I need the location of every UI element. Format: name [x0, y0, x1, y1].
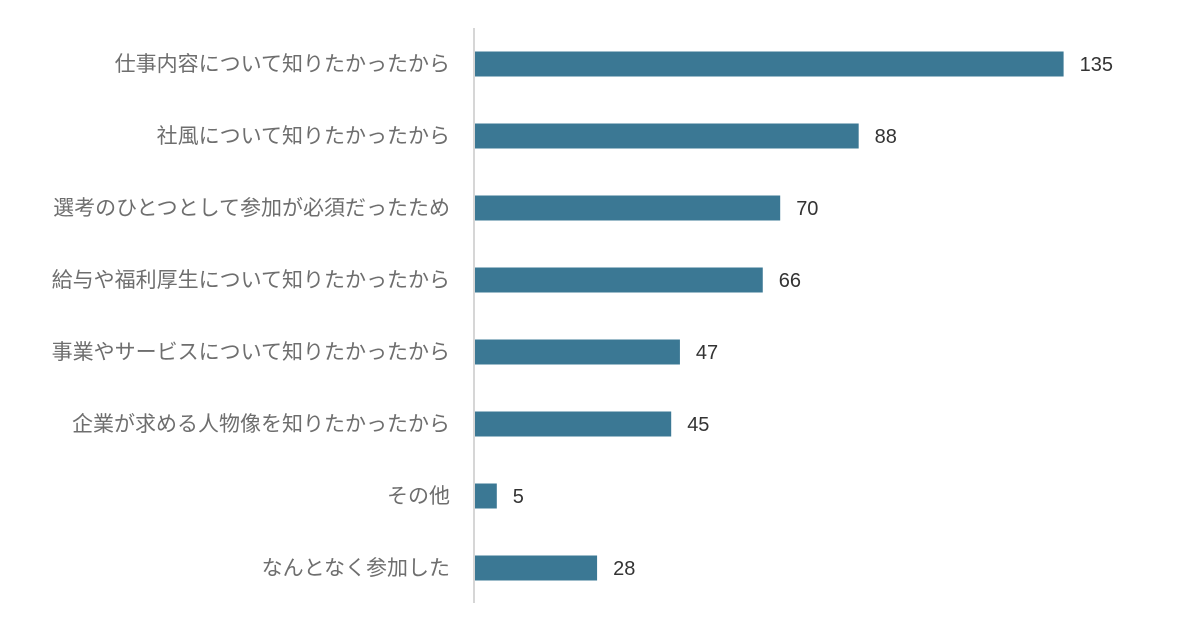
bar-0	[475, 51, 1064, 77]
category-label-5: 企業が求める人物像を知りたかったから	[72, 412, 450, 436]
category-label-2: 選考のひとつとして参加が必須だったため	[53, 196, 450, 220]
value-label-6: 5	[513, 486, 524, 508]
bar-5	[475, 411, 672, 437]
category-label-6: その他	[387, 484, 450, 508]
value-label-5: 45	[687, 414, 709, 436]
value-label-2: 70	[796, 198, 818, 220]
bar-6	[475, 483, 497, 509]
value-label-7: 28	[613, 558, 635, 580]
category-label-7: なんとなく参加した	[262, 556, 450, 580]
category-label-1: 社風について知りたかったから	[157, 124, 450, 148]
bar-4	[475, 339, 680, 365]
bar-1	[475, 123, 859, 149]
value-label-0: 135	[1080, 54, 1113, 76]
value-labels-group: 135 88 70 66 47 45 5 28	[513, 54, 1113, 580]
category-label-4: 事業やサービスについて知りたかったから	[52, 340, 450, 364]
bar-3	[475, 267, 763, 293]
category-labels-group: 仕事内容について知りたかったから社風について知りたかったから選考のひとつとして参…	[52, 52, 450, 580]
value-label-3: 66	[779, 270, 801, 292]
bar-2	[475, 195, 781, 221]
category-label-3: 給与や福利厚生について知りたかったから	[52, 268, 450, 292]
bar-7	[475, 555, 598, 581]
value-label-1: 88	[875, 126, 897, 148]
bars-group	[475, 51, 1064, 581]
category-label-0: 仕事内容について知りたかったから	[115, 52, 450, 76]
value-label-4: 47	[696, 342, 718, 364]
